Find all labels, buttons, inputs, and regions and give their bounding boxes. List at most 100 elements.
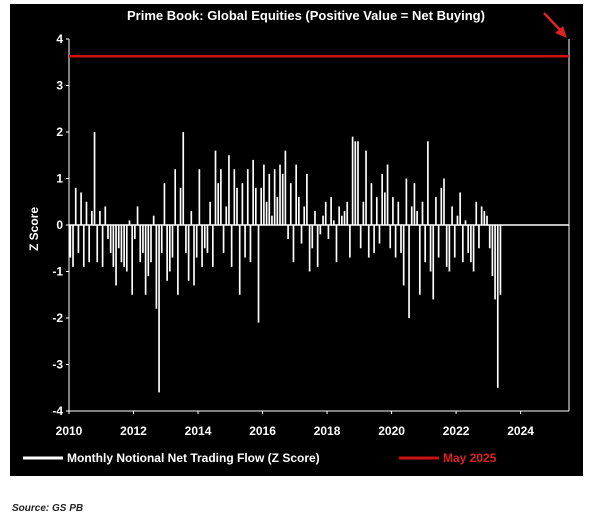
bar: [300, 225, 303, 244]
bar: [475, 201, 478, 225]
bar: [128, 220, 131, 225]
bar: [335, 225, 338, 263]
bar: [448, 225, 451, 272]
bar: [190, 211, 193, 225]
bar: [233, 169, 236, 225]
bar: [246, 169, 249, 225]
bar: [225, 206, 228, 225]
bar: [72, 225, 74, 267]
bar: [206, 225, 209, 253]
axes-layer: [68, 39, 570, 412]
bar: [375, 197, 378, 225]
bar: [211, 225, 214, 267]
bar: [279, 164, 281, 225]
bar: [93, 132, 96, 225]
bar: [370, 183, 373, 225]
bar: [217, 183, 220, 225]
bar: [177, 225, 179, 295]
bar: [160, 225, 163, 253]
arrow-shaft: [543, 12, 563, 33]
bar: [303, 206, 306, 225]
bar: [413, 183, 416, 225]
bar: [341, 215, 343, 225]
bar: [77, 225, 80, 253]
bar: [96, 225, 99, 263]
bar: [311, 225, 314, 249]
bar: [292, 225, 295, 263]
bar: [359, 225, 362, 249]
bar: [424, 225, 427, 263]
bar: [429, 225, 432, 272]
bar: [467, 225, 470, 253]
bar: [136, 206, 139, 225]
bar: [499, 225, 502, 295]
bar: [209, 201, 211, 225]
bar: [201, 225, 203, 267]
bar: [228, 155, 230, 225]
bar: [351, 136, 354, 225]
y-tick-label: 1: [56, 172, 63, 186]
bar: [319, 225, 322, 235]
bar: [252, 159, 254, 225]
bar: [357, 141, 359, 225]
bar: [486, 215, 488, 225]
bar: [408, 225, 410, 318]
bar: [332, 220, 335, 225]
bar: [91, 211, 93, 225]
bar: [496, 225, 499, 388]
y-tick-label: 4: [56, 32, 63, 46]
bar: [437, 225, 440, 258]
bar: [298, 197, 300, 225]
x-tick-label: 2012: [120, 424, 147, 438]
bar: [112, 225, 115, 267]
bar: [405, 178, 408, 225]
bar: [150, 225, 152, 263]
bar: [99, 211, 101, 225]
bar: [308, 225, 311, 272]
y-tick-label: -2: [52, 311, 63, 325]
bar: [491, 225, 494, 277]
bar: [263, 164, 265, 225]
bar: [236, 187, 238, 225]
bar: [389, 225, 392, 249]
x-tick-label: 2010: [56, 424, 83, 438]
y-tick-label: -3: [52, 358, 63, 372]
y-tick-label: 3: [56, 79, 63, 93]
bar: [158, 225, 160, 393]
bar: [85, 201, 88, 225]
bar: [147, 225, 150, 277]
bar: [268, 173, 271, 225]
bar: [365, 150, 367, 225]
bar: [203, 225, 206, 249]
bar: [435, 197, 437, 225]
legend: Monthly Notional Net Trading Flow (Z Sco…: [23, 451, 497, 465]
bar: [322, 215, 324, 225]
bar: [120, 225, 123, 263]
bar: [378, 225, 381, 244]
bar: [494, 225, 496, 300]
red-arrow-annotation: [543, 12, 567, 38]
chart-panel: Prime Book: Global Equities (Positive Va…: [10, 4, 583, 476]
bar: [392, 197, 394, 225]
bar: [260, 187, 263, 225]
bar: [284, 150, 287, 225]
bar: [386, 164, 389, 225]
bar: [125, 225, 128, 272]
bar-chart: Prime Book: Global Equities (Positive Va…: [23, 8, 570, 465]
bar: [134, 225, 136, 239]
bar: [144, 225, 147, 295]
bar: [478, 225, 480, 249]
x-tick-label: 2024: [507, 424, 534, 438]
bar: [287, 225, 289, 239]
bar: [373, 225, 375, 253]
chart-title: Prime Book: Global Equities (Positive Va…: [127, 8, 485, 23]
bar: [241, 183, 244, 225]
bar: [316, 225, 319, 267]
source-note: Source: GS PB: [12, 503, 84, 514]
bar: [82, 225, 85, 267]
x-tick-label: 2022: [443, 424, 470, 438]
bar: [257, 225, 260, 323]
bar: [139, 225, 142, 263]
bar: [142, 225, 144, 253]
bar: [187, 225, 190, 281]
